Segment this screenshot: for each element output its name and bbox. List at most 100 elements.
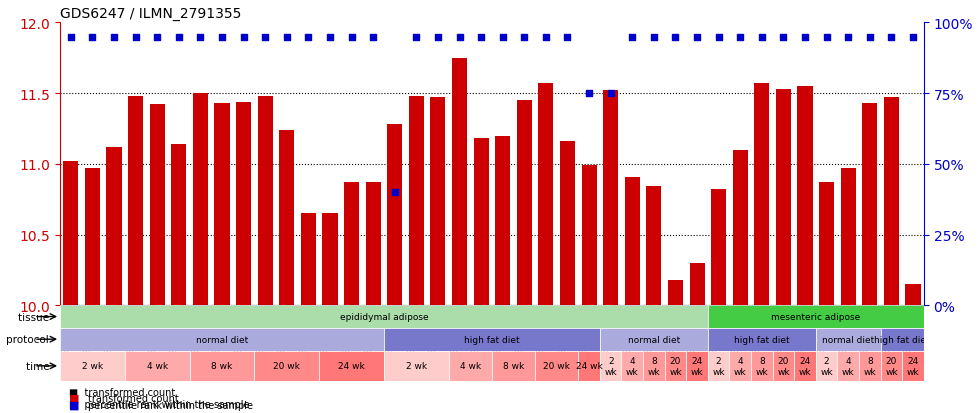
Bar [794,351,816,381]
Point [84,34,100,41]
Bar [319,351,384,381]
Text: 20
wk: 20 wk [669,356,682,376]
Text: 4 wk: 4 wk [147,361,168,370]
Point [258,34,273,41]
Text: percentile rank within the sample: percentile rank within the sample [88,400,253,410]
Bar [449,351,492,381]
Bar [150,105,165,306]
Point [387,189,403,196]
Bar [172,145,186,306]
Text: 24 wk: 24 wk [575,361,603,370]
Bar [128,97,143,306]
Bar [733,150,748,306]
Bar [708,306,924,328]
Text: mesenteric adipose: mesenteric adipose [771,312,860,321]
Point [366,34,381,41]
Bar [581,166,597,306]
Bar [600,328,708,351]
Bar [881,328,924,351]
Bar [255,351,319,381]
Bar [387,125,402,306]
Text: 20 wk: 20 wk [273,361,300,370]
Text: ■: ■ [69,400,79,410]
Bar [60,351,124,381]
Point [214,34,229,41]
Text: epididymal adipose: epididymal adipose [340,312,428,321]
Bar [495,136,511,306]
Point [906,34,921,41]
Bar [322,214,337,306]
Point [603,90,618,97]
Text: 24
wk: 24 wk [906,356,919,376]
Point [797,34,812,41]
Text: normal diet: normal diet [628,335,680,344]
Text: 20 wk: 20 wk [543,361,570,370]
Bar [215,104,229,306]
Bar [686,351,708,381]
Text: high fat diet: high fat diet [874,335,930,344]
Point [624,34,640,41]
Text: time: time [25,361,56,371]
Text: 2
wk: 2 wk [712,356,725,376]
Point [192,34,208,41]
Text: 8
wk: 8 wk [863,356,876,376]
Bar [535,351,578,381]
Text: 2
wk: 2 wk [605,356,617,376]
Point [430,34,446,41]
Text: 20
wk: 20 wk [777,356,790,376]
Point [63,34,78,41]
Text: 4
wk: 4 wk [842,356,855,376]
Bar [452,59,467,306]
Bar [841,169,856,306]
Bar [430,98,446,306]
Point [732,34,748,41]
Point [322,34,338,41]
Bar [603,91,618,306]
Bar [838,351,859,381]
Point [710,34,726,41]
Bar [236,102,251,306]
Bar [492,351,535,381]
Bar [668,280,683,306]
Point [452,34,467,41]
Bar [862,104,877,306]
Point [754,34,769,41]
Text: normal diet: normal diet [196,335,248,344]
Bar [60,328,384,351]
Point [516,34,532,41]
Bar [772,351,794,381]
Bar [755,84,769,306]
Text: 4
wk: 4 wk [626,356,639,376]
Point [106,34,122,41]
Bar [258,97,272,306]
Bar [193,94,208,306]
Point [841,34,857,41]
Bar [708,328,816,351]
Point [775,34,791,41]
Text: high fat diet: high fat diet [465,335,519,344]
Bar [711,190,726,306]
Point [344,34,360,41]
Bar [798,87,812,306]
Bar [64,161,78,306]
Point [581,90,597,97]
Text: 24
wk: 24 wk [691,356,704,376]
Text: high fat diet: high fat diet [734,335,790,344]
Bar [881,351,903,381]
Bar [366,183,380,306]
Point [538,34,554,41]
Point [149,34,165,41]
Point [473,34,489,41]
Point [646,34,662,41]
Bar [708,351,729,381]
Bar [776,90,791,306]
Bar [906,284,920,306]
Bar [884,98,899,306]
Text: 2 wk: 2 wk [406,361,427,370]
Text: 2 wk: 2 wk [81,361,103,370]
Bar [690,263,705,306]
Bar [124,351,189,381]
Point [884,34,900,41]
Bar [344,183,359,306]
Bar [819,183,834,306]
